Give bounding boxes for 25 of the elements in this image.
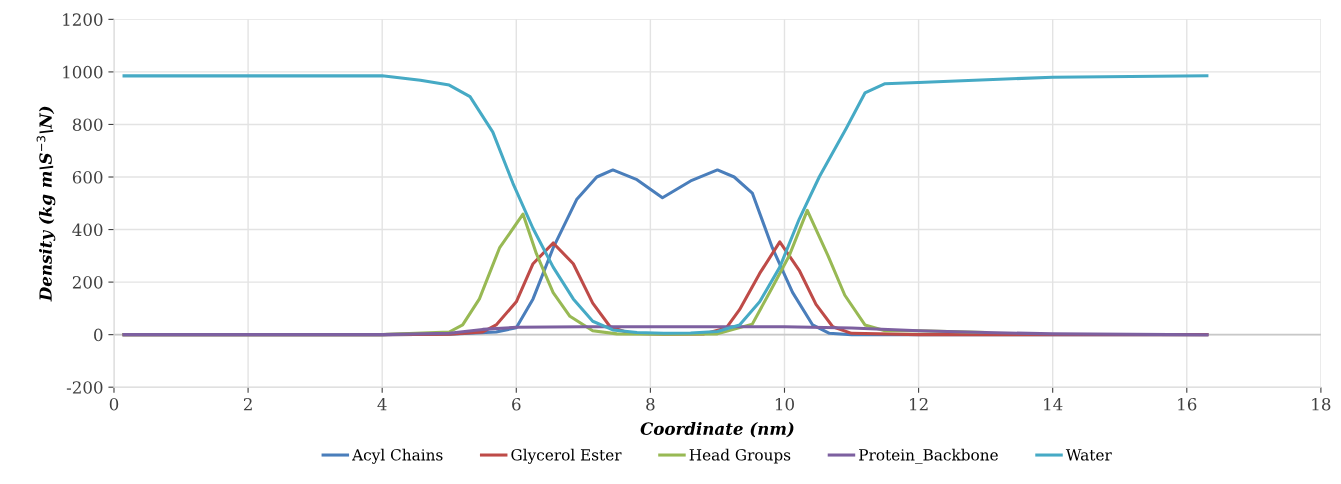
y-tick-label: 1000	[63, 65, 103, 79]
y-tick-label: 0	[94, 328, 103, 342]
y-tick-label: 600	[72, 170, 103, 184]
y-tick-label: 200	[72, 276, 103, 289]
legend-label: Protein_Backbone	[859, 448, 998, 464]
x-tick-label: 4	[377, 397, 387, 411]
x-tick-label: 2	[243, 397, 252, 411]
x-tick-label: 8	[646, 397, 655, 411]
y-tick-label: -200	[66, 381, 103, 394]
legend-label: Water	[1065, 449, 1112, 461]
x-tick-label: 12	[910, 397, 928, 411]
legend-label: Glycerol Ester	[511, 448, 622, 464]
x-tick-label: 6	[512, 397, 521, 411]
y-axis-title: Density (kg m\S$^{−3}$\N)	[36, 106, 56, 302]
y-tick-label: 1200	[63, 13, 103, 26]
x-tick-label: 14	[1044, 397, 1063, 411]
legend-label: Head Groups	[689, 448, 791, 464]
x-tick-label: 10	[775, 397, 794, 411]
x-tick-label: 16	[1178, 397, 1197, 411]
y-tick-label: 400	[72, 223, 103, 237]
x-tick-label: 0	[109, 397, 119, 411]
y-tick-label: 800	[72, 118, 103, 132]
x-tick-label: 18	[1312, 397, 1331, 411]
x-axis-title: Coordinate (nm)	[640, 422, 794, 438]
legend-label: Acyl Chains	[352, 448, 443, 464]
